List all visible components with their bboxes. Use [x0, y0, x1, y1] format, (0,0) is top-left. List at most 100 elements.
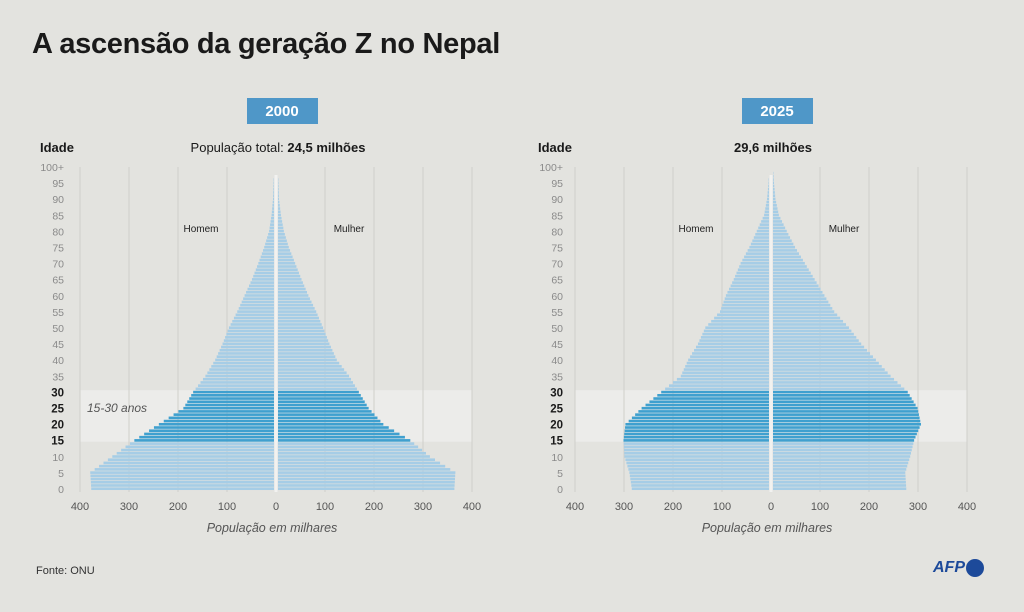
bar-male — [747, 249, 769, 252]
bar-male — [243, 297, 274, 301]
bar-male — [129, 442, 274, 445]
bar-female — [278, 352, 334, 355]
y-tick-label: 30 — [51, 387, 64, 399]
bar-female — [278, 394, 361, 397]
bar-female — [278, 290, 308, 294]
y-tick-label: 100+ — [40, 162, 64, 174]
y-tick-label: 25 — [550, 404, 563, 416]
y-tick-label: 0 — [58, 484, 64, 496]
x-tick-label: 100 — [218, 501, 236, 513]
y-tick-label: 5 — [58, 468, 64, 480]
bar-female — [773, 319, 844, 323]
bar-female — [278, 406, 369, 410]
bar-female — [773, 361, 879, 365]
bar-male — [703, 329, 769, 333]
bar-female — [773, 233, 789, 236]
bar-female — [278, 422, 384, 426]
x-tick-label: 300 — [120, 501, 138, 513]
bar-female — [278, 426, 389, 429]
bar-male — [253, 274, 274, 278]
bar-female — [773, 284, 819, 288]
bar-female — [773, 419, 921, 423]
bar-male — [211, 365, 274, 368]
bar-male — [628, 419, 769, 423]
band-label: 15-30 anos — [87, 401, 147, 415]
bar-male — [134, 439, 274, 442]
bar-female — [773, 336, 857, 339]
bar-female — [278, 220, 283, 223]
bar-female — [278, 435, 405, 439]
bar-male — [222, 342, 274, 346]
bar-female — [773, 181, 774, 185]
age-axis-title: Idade — [538, 140, 572, 155]
bar-female — [773, 187, 775, 191]
bar-female — [773, 468, 907, 471]
bar-female — [773, 480, 906, 484]
bar-male — [705, 326, 769, 330]
bar-male — [269, 229, 274, 233]
bar-male — [722, 303, 769, 307]
bar-female — [278, 471, 456, 474]
bar-female — [773, 287, 821, 291]
bar-female — [773, 332, 854, 336]
bar-female — [773, 442, 914, 445]
bar-female — [773, 384, 901, 387]
logo-dot-icon — [966, 559, 984, 577]
bar-male — [246, 290, 274, 294]
bar-female — [278, 413, 375, 416]
y-tick-label: 100+ — [539, 162, 563, 174]
bar-female — [278, 480, 455, 484]
x-tick-label: 300 — [414, 501, 432, 513]
bar-male — [690, 355, 769, 358]
x-tick-label: 100 — [316, 501, 334, 513]
bar-female — [773, 316, 841, 320]
bar-female — [278, 348, 333, 352]
bar-male — [250, 281, 274, 284]
bar-male — [730, 284, 769, 288]
bar-female — [773, 245, 796, 249]
total-prefix: População total: — [191, 140, 288, 155]
bar-male — [767, 197, 769, 201]
bar-female — [278, 336, 327, 339]
bar-female — [773, 210, 779, 214]
bar-female — [773, 271, 811, 275]
total-value: 24,5 milhões — [287, 140, 365, 155]
bar-female — [773, 387, 905, 391]
bar-female — [773, 252, 799, 255]
x-tick-label: 200 — [365, 501, 383, 513]
bar-male — [178, 410, 274, 413]
bar-female — [278, 400, 365, 404]
bar-female — [773, 339, 859, 342]
bar-female — [773, 432, 917, 436]
bar-male — [149, 429, 274, 433]
bar-female — [278, 410, 372, 413]
bar-male — [273, 187, 274, 191]
bar-male — [163, 419, 274, 423]
y-tick-label: 35 — [52, 371, 64, 383]
bar-male — [740, 261, 769, 265]
bar-female — [773, 310, 835, 313]
y-tick-label: 15 — [550, 436, 563, 448]
bar-male — [232, 319, 274, 323]
bar-male — [258, 261, 274, 265]
bar-male — [270, 220, 274, 223]
bar-female — [278, 342, 330, 346]
bar-female — [278, 323, 322, 326]
bar-male — [764, 213, 769, 217]
bar-male — [272, 204, 274, 207]
bar-male — [727, 290, 769, 294]
bar-male — [649, 400, 769, 404]
bar-female — [278, 255, 293, 259]
x-tick-label: 400 — [71, 501, 89, 513]
bar-male — [200, 381, 274, 384]
bar-male — [216, 355, 274, 358]
bar-male — [226, 332, 274, 336]
bar-female — [278, 326, 324, 330]
bar-female — [773, 397, 912, 400]
x-tick-label: 200 — [169, 501, 187, 513]
bar-male — [623, 439, 769, 442]
bar-male — [223, 339, 274, 342]
bar-female — [773, 297, 827, 301]
y-tick-label: 20 — [550, 420, 563, 432]
y-tick-label: 80 — [551, 226, 563, 238]
